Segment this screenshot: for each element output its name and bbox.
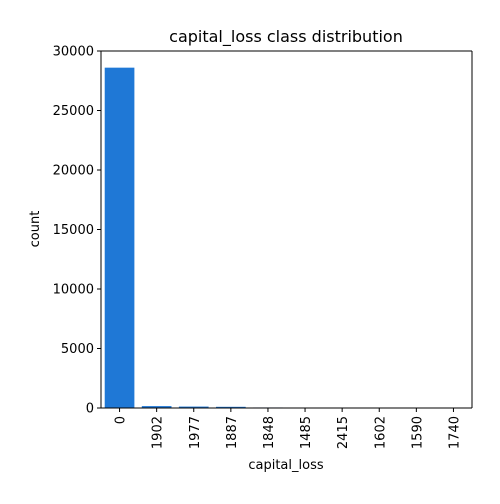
chart-title: capital_loss class distribution [169, 27, 403, 47]
y-tick-label-30000: 30000 [53, 45, 94, 60]
y-axis-label: count [28, 211, 43, 248]
x-tick-label-1590: 1590 [410, 416, 425, 449]
y-tick-label-15000: 15000 [53, 223, 94, 238]
x-tick-label-1740: 1740 [447, 416, 462, 449]
x-tick-label-2415: 2415 [336, 416, 351, 449]
y-tick-label-10000: 10000 [53, 283, 94, 298]
x-tick-label-1602: 1602 [373, 416, 388, 449]
x-tick-label-1902: 1902 [151, 416, 166, 449]
x-tick-label-1848: 1848 [262, 416, 277, 449]
y-tick-label-25000: 25000 [53, 104, 94, 119]
y-tick-label-0: 0 [86, 402, 94, 417]
y-tick-label-5000: 5000 [61, 342, 94, 357]
x-tick-label-1485: 1485 [299, 416, 314, 449]
bar-0 [105, 68, 135, 408]
x-tick-label-1887: 1887 [225, 416, 240, 449]
x-axis-label: capital_loss [248, 458, 323, 473]
x-tick-label-0: 0 [114, 416, 129, 424]
x-tick-label-1977: 1977 [188, 416, 203, 449]
y-tick-label-20000: 20000 [53, 164, 94, 179]
